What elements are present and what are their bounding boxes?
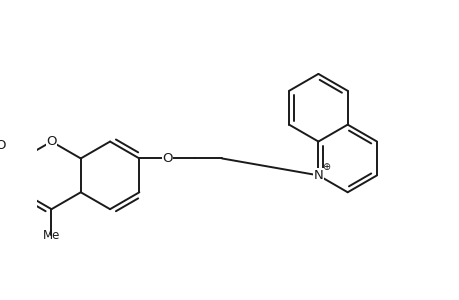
Text: O: O xyxy=(0,139,6,152)
Text: Me: Me xyxy=(43,229,60,242)
Text: ⊕: ⊕ xyxy=(321,162,329,172)
Text: N: N xyxy=(313,169,323,182)
Text: O: O xyxy=(162,152,173,165)
Text: O: O xyxy=(46,135,56,148)
